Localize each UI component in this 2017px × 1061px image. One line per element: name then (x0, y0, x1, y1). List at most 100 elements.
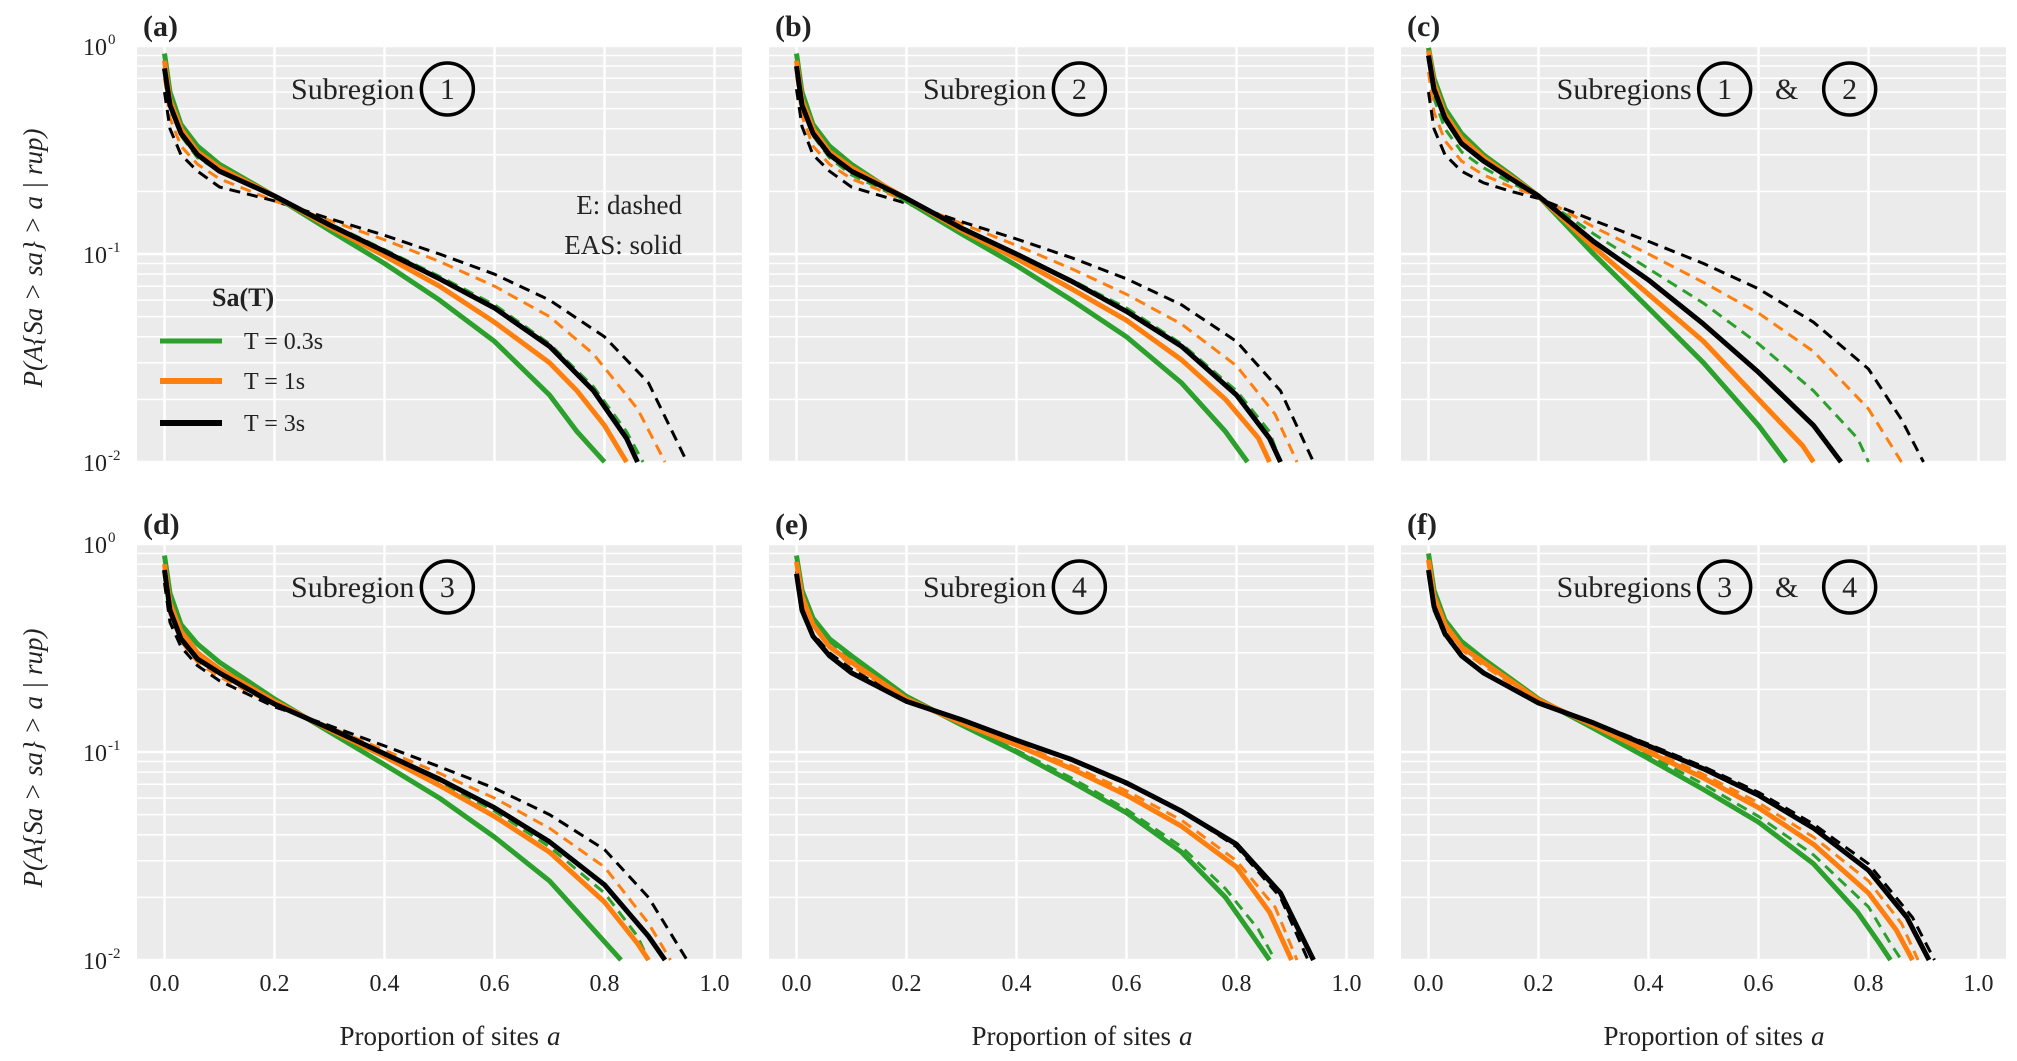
xlabel-col1-prefix: Proportion of sites (340, 1021, 540, 1051)
panel-f: 0.0 0.2 0.4 0.6 0.8 1.0 (f) Subregions 3 4 & (1401, 508, 2006, 997)
x-tick-label: 0.2 (892, 971, 922, 997)
legend: Sa(T) T = 0.3s T = 1s T = 3s (160, 283, 323, 437)
subregion-joiner: & (1775, 73, 1798, 106)
xlabel-col2-prefix: Proportion of sites (972, 1021, 1172, 1051)
series-dashed-t1 (1427, 71, 1903, 463)
style-note-solid: EAS: solid (564, 230, 682, 260)
labels-layer: Proportion of sites a Proportion of site… (18, 129, 1825, 1051)
x-tick-label: 0.6 (1112, 971, 1142, 997)
y-tick-label: 10 (83, 451, 107, 477)
y-tick-label: 10 (83, 949, 107, 975)
x-tick-label: 0.0 (150, 971, 180, 997)
y-tick-label: 10 (83, 35, 107, 61)
subregion-number: 1 (440, 73, 455, 106)
series-solid-t03 (1426, 553, 1893, 962)
legend-label-t3: T = 3s (244, 411, 305, 437)
series-solid-t1 (794, 60, 1272, 464)
subregion-number: 2 (1072, 73, 1087, 106)
series-dashed-t3 (163, 582, 689, 961)
x-tick-label: 0.6 (1744, 971, 1774, 997)
subregion-circle (419, 61, 476, 117)
panel-label: (f) (1407, 508, 1437, 541)
series-dashed-t3 (1427, 91, 1925, 463)
series-solid-t1 (1426, 559, 1915, 962)
x-tick-label: 0.0 (1414, 971, 1444, 997)
subregion-circle (1821, 559, 1878, 615)
series-solid-t1 (794, 561, 1294, 962)
subregion-circle (1696, 61, 1753, 117)
y-tick-exponent: 0 (108, 530, 116, 546)
ylabel-row2: P(A{Sa > sa} > a | rup) (18, 629, 48, 889)
subregion-circle (1051, 61, 1108, 117)
xlabel-col2-var: a (1179, 1021, 1193, 1051)
panel-e: 0.0 0.2 0.4 0.6 0.8 1.0 (e) Subregion 4 (769, 508, 1374, 997)
panel-label: (a) (143, 10, 178, 43)
x-tick-label: 0.4 (370, 971, 400, 997)
y-tick-label: 10 (83, 243, 107, 269)
x-tick-label: 0.4 (1634, 971, 1664, 997)
panel-b: (b) Subregion 2 (769, 10, 1374, 464)
y-tick-exponent: -2 (108, 946, 121, 962)
x-tick-label: 0.4 (1002, 971, 1032, 997)
panel-c: (c) Subregions 1 2 & (1401, 10, 2006, 464)
legend-title: Sa(T) (212, 283, 274, 312)
series-solid-t3 (162, 68, 640, 464)
legend-label-t03: T = 0.3s (244, 329, 323, 355)
legend-label-t1: T = 1s (244, 369, 305, 395)
subregion-number: 4 (1842, 571, 1857, 604)
gridlines (1401, 44, 2006, 464)
xlabel-col3-prefix: Proportion of sites (1604, 1021, 1804, 1051)
subregion-word: Subregion (291, 571, 414, 604)
panel-label: (c) (1407, 10, 1440, 43)
series-solid-t3 (1426, 569, 1932, 962)
series-solid-t3 (794, 573, 1316, 962)
subregion-number: 4 (1072, 571, 1087, 604)
panel-label: (e) (775, 508, 808, 541)
ylabel-row1: P(A{Sa > sa} > a | rup) (18, 129, 48, 389)
subregion-circle (1821, 61, 1878, 117)
x-tick-label: 0.8 (590, 971, 620, 997)
y-tick-label: 10 (83, 533, 107, 559)
subregion-word: Subregion (923, 571, 1046, 604)
subregion-circle (1696, 559, 1753, 615)
series-dashed-t3 (795, 88, 1315, 463)
y-tick-label: 10 (83, 741, 107, 767)
gridlines (137, 542, 742, 962)
x-tick-label: 0.6 (480, 971, 510, 997)
xlabel-col3-var: a (1811, 1021, 1825, 1051)
series-solid-t3 (794, 65, 1283, 464)
series-dashed-t03 (1427, 60, 1870, 463)
series-solid-t1 (162, 60, 629, 464)
series-solid-t3 (162, 569, 668, 962)
x-tick-label: 1.0 (1332, 971, 1362, 997)
style-note: E: dashed EAS: solid (564, 190, 682, 260)
subregion-number: 2 (1842, 73, 1857, 106)
subregion-word: Subregion (923, 73, 1046, 106)
y-tick-exponent: -1 (108, 738, 121, 754)
subregion-word: Subregion (291, 73, 414, 106)
x-tick-label: 1.0 (700, 971, 730, 997)
x-tick-label: 0.8 (1854, 971, 1884, 997)
subregion-number: 1 (1717, 73, 1732, 106)
series-solid-t03 (794, 555, 1272, 962)
x-tick-label: 0.8 (1222, 971, 1252, 997)
y-tick-exponent: -1 (108, 240, 121, 256)
subregion-word: Subregions (1557, 73, 1692, 106)
y-tick-exponent: -2 (108, 448, 121, 464)
x-tick-label: 0.2 (1524, 971, 1554, 997)
y-tick-exponent: 0 (108, 32, 116, 48)
series-dashed-t1 (163, 77, 667, 463)
subregion-number: 3 (1717, 571, 1732, 604)
series-dashed-t3 (163, 91, 689, 463)
panel-label: (d) (143, 508, 180, 541)
x-tick-label: 0.2 (260, 971, 290, 997)
series-solid-t3 (1426, 55, 1843, 464)
gridlines (769, 542, 1374, 962)
panel-label: (b) (775, 10, 812, 43)
subregion-word: Subregions (1557, 571, 1692, 604)
subregion-circle (419, 559, 476, 615)
subregion-circle (1051, 559, 1108, 615)
